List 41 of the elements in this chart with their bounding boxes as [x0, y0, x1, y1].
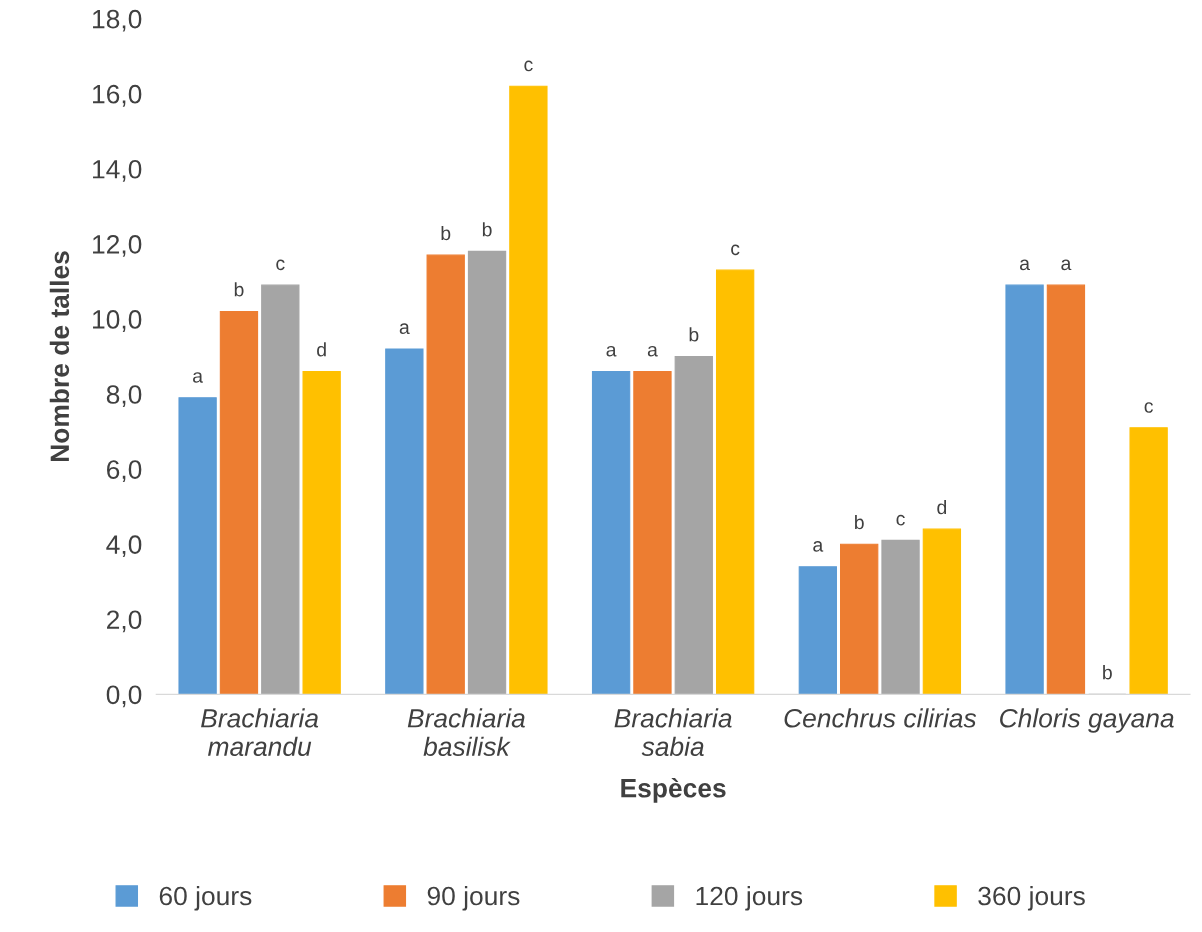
- y-axis-title: Nombre de talles: [49, 251, 70, 462]
- x-axis-title: Espèces: [621, 777, 726, 803]
- data-label: a: [399, 323, 410, 335]
- data-label: b: [441, 225, 451, 241]
- data-label: c: [1144, 402, 1153, 413]
- legend-label: 120 jours: [696, 885, 803, 911]
- legend-label: 90 jours: [427, 885, 520, 911]
- y-tick-label: 2,0: [107, 610, 142, 633]
- data-label: a: [1020, 259, 1030, 271]
- data-label: a: [606, 345, 617, 357]
- data-label: c: [896, 514, 905, 526]
- y-tick-label: 18,0: [93, 9, 142, 32]
- y-tick-label: 0,0: [106, 685, 142, 708]
- data-label: a: [647, 345, 658, 357]
- data-label: c: [524, 60, 533, 72]
- legend-label: 360 jours: [978, 885, 1085, 911]
- data-label: b: [855, 514, 864, 530]
- data-label: b: [234, 282, 244, 297]
- data-label: a: [1061, 259, 1072, 271]
- data-label: b: [689, 327, 699, 342]
- data-label: d: [317, 342, 326, 357]
- y-tick-label: 14,0: [93, 159, 142, 182]
- x-tick-label: Brachiaria basilisk: [407, 708, 525, 757]
- data-label: a: [193, 372, 204, 383]
- x-tick-label: Cenchrus cilirias: [784, 708, 977, 728]
- data-label: b: [1103, 665, 1112, 680]
- y-tick-label: 4,0: [106, 535, 142, 558]
- y-tick-label: 10,0: [93, 310, 142, 332]
- x-tick-label: Chloris gayana: [1000, 708, 1174, 733]
- data-label: b: [482, 222, 492, 237]
- x-tick-label: Brachiaria marandu: [201, 708, 319, 757]
- y-tick-label: 16,0: [93, 84, 142, 107]
- x-tick-label: Brachiaria sabia: [614, 708, 732, 757]
- data-label: a: [813, 541, 824, 552]
- y-tick-label: 8,0: [106, 385, 142, 407]
- data-label: c: [276, 259, 285, 271]
- data-label: d: [937, 499, 947, 515]
- data-label: c: [731, 244, 740, 256]
- legend-label: 60 jours: [159, 885, 252, 911]
- y-tick-label: 6,0: [107, 460, 142, 483]
- y-tick-label: 12,0: [93, 235, 142, 257]
